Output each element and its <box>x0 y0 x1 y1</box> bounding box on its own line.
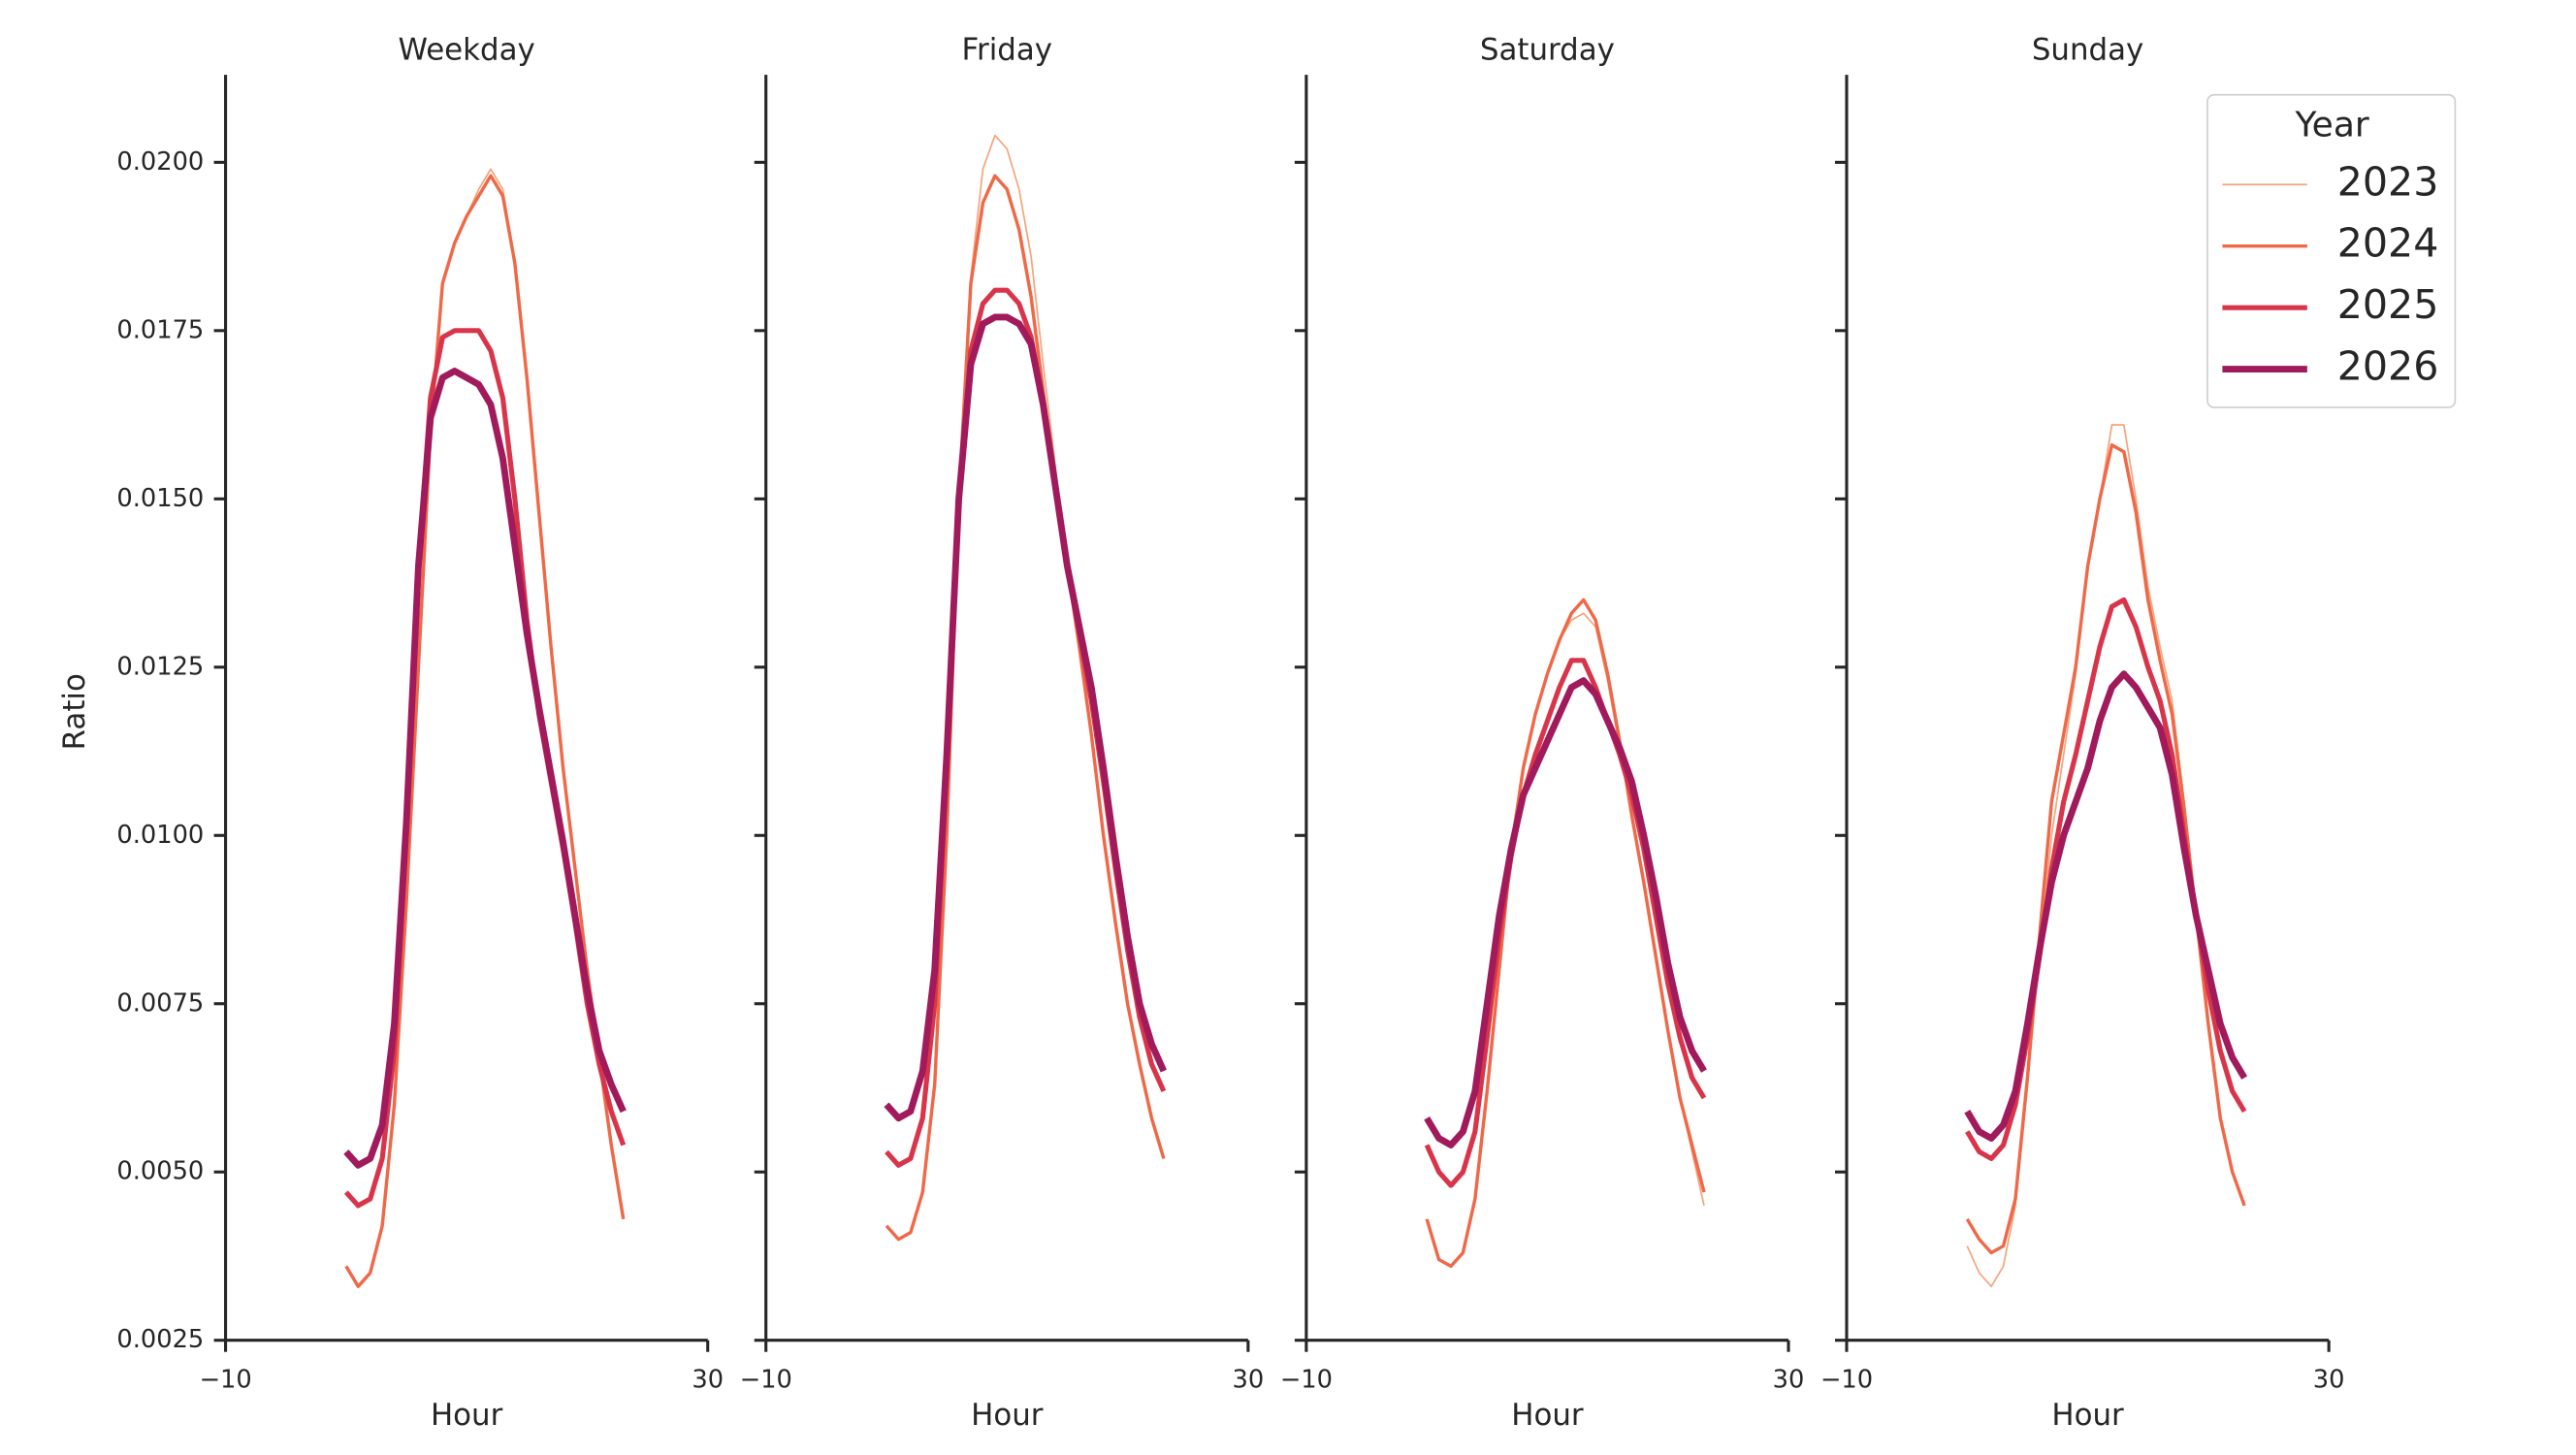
line-series <box>1424 658 1707 1188</box>
line-series <box>1424 677 1707 1148</box>
line-series <box>1965 597 2247 1161</box>
legend-title: Year <box>2294 105 2368 145</box>
x-tick-label: 30 <box>692 1365 724 1394</box>
panel-title: Sunday <box>2032 33 2143 68</box>
x-axis-label: Hour <box>2051 1398 2124 1433</box>
x-axis-label: Hour <box>1511 1398 1584 1433</box>
panel-title: Saturday <box>1480 33 1615 68</box>
x-tick-label: −10 <box>740 1365 792 1394</box>
x-tick-label: −10 <box>1280 1365 1333 1394</box>
line-series <box>1425 598 1706 1269</box>
y-axis-label: Ratio <box>57 673 92 750</box>
panel-title: Weekday <box>399 33 535 68</box>
line-series <box>1964 670 2248 1142</box>
legend-label: 2025 <box>2337 281 2439 328</box>
y-tick-label: 0.0025 <box>116 1325 204 1354</box>
panel-title: Friday <box>962 33 1052 68</box>
line-series <box>344 174 626 1288</box>
x-axis-label: Hour <box>431 1398 503 1433</box>
y-tick-label: 0.0125 <box>116 652 204 681</box>
y-tick-label: 0.0050 <box>116 1157 204 1186</box>
x-tick-label: 30 <box>1773 1365 1805 1394</box>
y-tick-label: 0.0100 <box>116 821 204 850</box>
y-tick-label: 0.0175 <box>116 315 204 344</box>
legend-box <box>2206 93 2457 408</box>
y-tick-label: 0.0200 <box>116 147 204 177</box>
x-tick-label: −10 <box>1820 1365 1873 1394</box>
legend-label: 2023 <box>2337 158 2439 205</box>
x-tick-label: −10 <box>199 1365 251 1394</box>
x-tick-label: 30 <box>1232 1365 1264 1394</box>
x-axis-label: Hour <box>971 1398 1044 1433</box>
legend-label: 2024 <box>2337 220 2439 267</box>
line-series <box>1966 424 2245 1288</box>
line-series <box>885 174 1166 1242</box>
x-tick-label: 30 <box>2313 1365 2345 1394</box>
y-tick-label: 0.0075 <box>116 988 204 1018</box>
legend-label: 2026 <box>2337 343 2439 390</box>
y-tick-label: 0.0150 <box>116 484 204 513</box>
line-series <box>884 313 1167 1122</box>
line-series <box>343 368 627 1169</box>
